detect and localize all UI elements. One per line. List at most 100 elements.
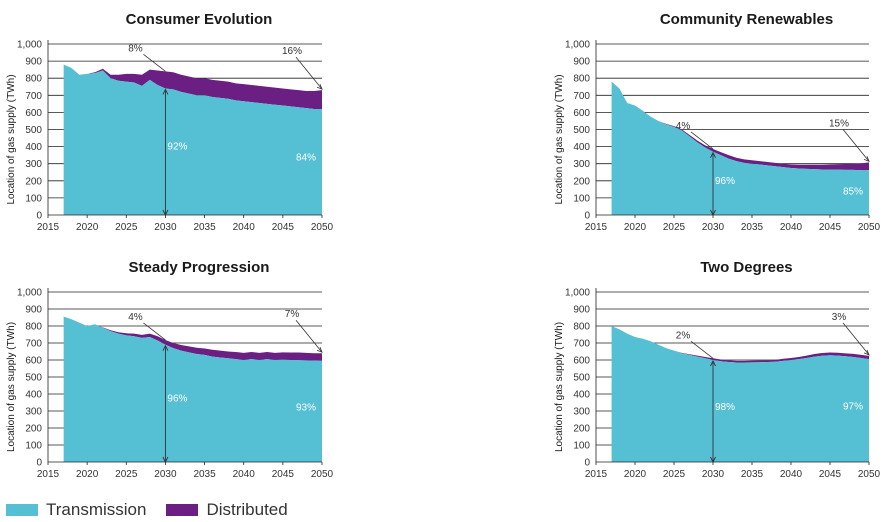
chart-title: Two Degrees	[700, 259, 792, 276]
y-tick-label: 500	[25, 125, 42, 136]
y-tick-label: 200	[25, 176, 42, 187]
y-tick-label: 300	[25, 159, 42, 170]
annotation-leader	[690, 131, 714, 150]
legend-label-distributed: Distributed	[206, 500, 288, 519]
y-tick-label: 0	[36, 458, 42, 469]
x-tick-label: 2040	[233, 469, 256, 480]
annotation-label: 85%	[843, 186, 863, 197]
x-tick-label: 2045	[272, 469, 295, 480]
y-tick-label: 100	[573, 193, 590, 204]
legend-swatch-distributed	[166, 504, 199, 516]
legend-swatch-transmission	[6, 504, 38, 516]
y-tick-label: 700	[573, 339, 590, 350]
y-axis-title: Location of gas supply (TWh)	[6, 322, 17, 452]
y-tick-label: 1,000	[565, 288, 590, 299]
y-tick-label: 900	[25, 57, 42, 68]
arrowhead	[162, 344, 169, 351]
y-tick-label: 600	[573, 108, 590, 119]
annotation-label: 84%	[296, 153, 316, 164]
series-area-transmission	[63, 316, 323, 462]
annotation-label: 8%	[128, 43, 143, 54]
y-tick-label: 600	[573, 356, 590, 367]
annotation-label: 97%	[843, 401, 863, 412]
x-tick-label: 2025	[115, 222, 138, 233]
series-area-distributed	[63, 316, 323, 361]
x-tick-label: 2045	[272, 222, 295, 233]
annotation-leader	[143, 54, 166, 72]
chart-title: Community Renewables	[660, 11, 833, 28]
x-tick-label: 2045	[819, 469, 842, 480]
legend: Transmission Distributed	[6, 500, 308, 520]
chart-panel-1: Consumer Evolution 0 100 200 300 400 500 600 700…	[6, 11, 334, 233]
y-tick-label: 100	[573, 441, 590, 452]
y-tick-label: 500	[573, 125, 590, 136]
chart-title: Steady Progression	[129, 259, 270, 276]
y-tick-label: 300	[25, 407, 42, 418]
y-tick-label: 0	[584, 458, 590, 469]
y-tick-label: 900	[573, 57, 590, 68]
y-tick-label: 700	[573, 91, 590, 102]
x-tick-label: 2020	[76, 469, 99, 480]
x-tick-label: 2035	[741, 222, 764, 233]
x-tick-label: 2030	[154, 222, 177, 233]
y-tick-label: 800	[573, 74, 590, 85]
x-tick-label: 2015	[585, 222, 608, 233]
annotation-leader	[295, 56, 323, 90]
y-tick-label: 200	[573, 176, 590, 187]
y-tick-label: 500	[573, 373, 590, 384]
x-tick-label: 2050	[858, 222, 881, 233]
arrowhead	[162, 456, 169, 464]
y-tick-label: 1,000	[17, 288, 42, 299]
annotation-label: 16%	[282, 46, 302, 57]
arrowhead	[316, 84, 323, 90]
x-tick-label: 2015	[585, 469, 608, 480]
y-tick-label: 200	[25, 424, 42, 435]
annotation-label: 3%	[832, 312, 847, 323]
series-area-distributed	[63, 64, 323, 109]
x-tick-label: 2035	[741, 469, 764, 480]
y-tick-label: 700	[25, 339, 42, 350]
x-tick-label: 2040	[780, 222, 803, 233]
arrowhead	[863, 156, 870, 163]
arrowhead	[316, 347, 323, 353]
y-tick-label: 0	[584, 211, 590, 222]
y-tick-label: 700	[25, 91, 42, 102]
charts-canvas: Consumer Evolution 0 100 200 300 400 500 600 700…	[6, 11, 881, 480]
y-tick-label: 600	[25, 356, 42, 367]
y-tick-label: 400	[573, 142, 590, 153]
arrowhead	[710, 456, 716, 464]
chart-title: Consumer Evolution	[126, 11, 273, 28]
x-tick-label: 2040	[780, 469, 803, 480]
y-tick-label: 100	[25, 441, 42, 452]
y-tick-label: 1,000	[565, 40, 590, 51]
annotation-label: 4%	[128, 312, 143, 323]
x-tick-label: 2015	[37, 469, 60, 480]
y-tick-label: 200	[573, 424, 590, 435]
x-tick-label: 2040	[233, 222, 256, 233]
y-tick-label: 300	[573, 407, 590, 418]
arrowhead	[710, 151, 716, 158]
annotation-label: 7%	[285, 309, 300, 320]
x-tick-label: 2035	[193, 469, 216, 480]
x-tick-label: 2030	[154, 469, 177, 480]
x-tick-label: 2030	[702, 469, 725, 480]
x-tick-label: 2020	[624, 469, 647, 480]
y-tick-label: 400	[25, 142, 42, 153]
x-tick-label: 2020	[624, 222, 647, 233]
annotation-leader	[295, 319, 323, 353]
chart-panel-3: Steady Progression 0 100 200 300 400 500 600 700…	[6, 259, 334, 480]
legend-item-distributed: Distributed	[166, 500, 288, 520]
y-tick-label: 900	[25, 305, 42, 316]
arrowhead	[710, 359, 716, 367]
arrowhead	[710, 209, 716, 217]
x-tick-label: 2035	[193, 222, 216, 233]
y-tick-label: 0	[36, 211, 42, 222]
chart-panel-2: Community Renewables 0 100 200 300 400 500 600 7…	[554, 11, 881, 233]
y-tick-label: 400	[573, 390, 590, 401]
legend-item-transmission: Transmission	[6, 500, 146, 520]
y-tick-label: 100	[25, 193, 42, 204]
series-area-transmission	[611, 326, 869, 462]
x-tick-label: 2015	[37, 222, 60, 233]
x-tick-label: 2050	[311, 222, 334, 233]
y-tick-label: 1,000	[17, 40, 42, 51]
